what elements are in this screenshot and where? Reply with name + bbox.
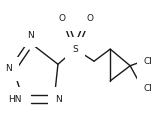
Text: S: S bbox=[73, 45, 78, 54]
Text: O: O bbox=[87, 14, 94, 23]
Text: Cl: Cl bbox=[144, 84, 153, 93]
Text: HN: HN bbox=[8, 95, 22, 103]
Text: N: N bbox=[27, 31, 34, 40]
Text: O: O bbox=[58, 14, 65, 23]
Text: Cl: Cl bbox=[144, 57, 153, 66]
Text: N: N bbox=[5, 64, 12, 73]
Text: N: N bbox=[55, 95, 62, 103]
